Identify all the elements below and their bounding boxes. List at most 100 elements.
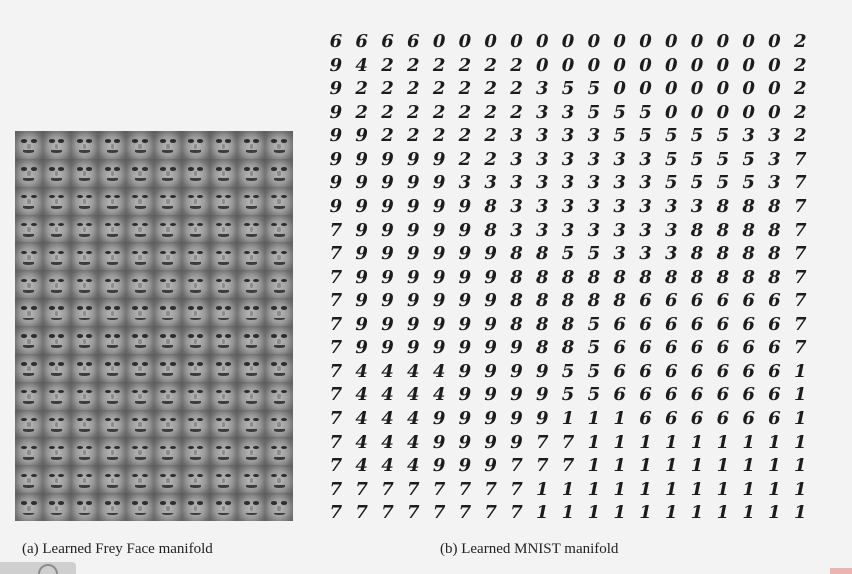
mnist-digit: 2 [484, 148, 497, 170]
mnist-digit: 9 [355, 125, 368, 147]
mnist-digit: 4 [355, 408, 368, 429]
mnist-digit: 8 [587, 266, 601, 288]
mnist-digit: 1 [793, 502, 807, 524]
mnist-digit: 7 [793, 148, 807, 170]
mnist-digit: 3 [484, 172, 497, 194]
mnist-digit: 9 [329, 101, 343, 123]
mnist-digit: 9 [381, 313, 394, 335]
mnist-digit: 9 [432, 290, 446, 312]
face-thumbnail [70, 465, 99, 494]
mnist-digit: 2 [458, 78, 472, 100]
mnist-digit: 1 [664, 502, 678, 524]
mnist-digit: 7 [561, 455, 575, 477]
player-control-icon[interactable] [0, 562, 76, 574]
mnist-digit: 6 [768, 290, 781, 312]
mnist-digit: 0 [716, 101, 730, 123]
face-thumbnail [98, 186, 127, 215]
mnist-digit: 4 [355, 384, 368, 406]
face-thumbnail [153, 465, 182, 494]
mnist-digit: 9 [510, 384, 523, 406]
mnist-digit: 1 [639, 502, 652, 524]
mnist-digit: 3 [587, 172, 601, 194]
face-thumbnail [42, 186, 71, 215]
face-thumbnail [237, 409, 266, 438]
face-thumbnail [126, 186, 154, 215]
mnist-digit: 1 [742, 502, 755, 524]
face-thumbnail [181, 186, 210, 215]
mnist-digit: 1 [793, 478, 807, 500]
mnist-digit: 7 [458, 478, 472, 500]
mnist-digit: 7 [329, 408, 343, 429]
face-thumbnail [70, 298, 99, 326]
mnist-digit: 6 [355, 31, 368, 52]
mnist-digit: 8 [587, 290, 601, 312]
mnist-digit: 1 [613, 478, 626, 500]
mnist-digit: 2 [484, 101, 497, 123]
mnist-digit: 9 [510, 408, 523, 429]
mnist-digit: 3 [613, 243, 626, 265]
face-thumbnail [265, 326, 293, 354]
mnist-digit: 9 [458, 431, 472, 453]
mnist-digit: 7 [329, 384, 343, 406]
mnist-digit: 2 [458, 148, 472, 170]
mnist-digit: 3 [536, 78, 549, 100]
mnist-digit: 6 [664, 408, 678, 429]
face-thumbnail [42, 381, 71, 410]
mnist-digit: 1 [793, 384, 807, 406]
face-thumbnail [237, 465, 266, 494]
mnist-digit: 2 [381, 78, 394, 100]
mnist-digit: 1 [613, 502, 626, 524]
mnist-digit: 9 [458, 243, 472, 265]
mnist-digit: 8 [742, 219, 755, 241]
mnist-digit: 5 [613, 125, 626, 147]
face-thumbnail [237, 298, 266, 326]
mnist-digit: 9 [484, 431, 497, 453]
face-thumbnail [42, 214, 71, 243]
mnist-digit: 8 [716, 266, 730, 288]
face-thumbnail [70, 409, 99, 438]
face-thumbnail [42, 242, 71, 271]
face-thumbnail [265, 186, 293, 215]
mnist-digit: 9 [355, 195, 368, 217]
mnist-digit: 3 [664, 243, 678, 265]
mnist-digit: 2 [510, 101, 523, 123]
face-thumbnail [209, 409, 238, 438]
mnist-digit: 1 [768, 431, 781, 453]
mnist-digit: 6 [613, 360, 626, 382]
mnist-digit: 0 [587, 31, 601, 52]
mnist-digit: 6 [690, 313, 704, 335]
mnist-digit: 7 [329, 243, 343, 265]
mnist-digit: 3 [587, 125, 601, 147]
mnist-digit: 5 [664, 125, 678, 147]
face-thumbnail [126, 409, 154, 438]
face-thumbnail [181, 353, 210, 382]
mnist-digit: 1 [613, 408, 626, 429]
mnist-digit: 7 [793, 219, 807, 241]
mnist-digit: 9 [458, 290, 472, 312]
mnist-digit: 7 [793, 266, 807, 288]
mnist-digit: 0 [432, 31, 446, 52]
mnist-digit: 1 [613, 431, 626, 453]
mnist-digit: 9 [458, 455, 472, 477]
mnist-digit: 9 [432, 337, 446, 359]
mnist-digit: 7 [793, 313, 807, 335]
face-thumbnail [15, 214, 43, 243]
mnist-digit: 1 [742, 431, 755, 453]
mnist-digit: 9 [329, 54, 343, 76]
face-thumbnail [237, 186, 266, 215]
mnist-digit: 3 [664, 195, 678, 217]
mnist-digit: 1 [793, 408, 807, 429]
mnist-digit: 8 [510, 243, 523, 265]
mnist-digit: 5 [742, 148, 755, 170]
mnist-digit: 8 [768, 219, 781, 241]
face-thumbnail [209, 465, 238, 494]
mnist-digit: 7 [329, 219, 343, 241]
mnist-digit: 8 [716, 195, 730, 217]
mnist-digit: 9 [407, 195, 420, 217]
mnist-digit: 9 [381, 195, 394, 217]
face-thumbnail [181, 270, 210, 299]
mnist-digit: 8 [510, 266, 523, 288]
caption-mnist: (b) Learned MNIST manifold [440, 541, 619, 557]
mnist-digit: 7 [536, 455, 549, 477]
